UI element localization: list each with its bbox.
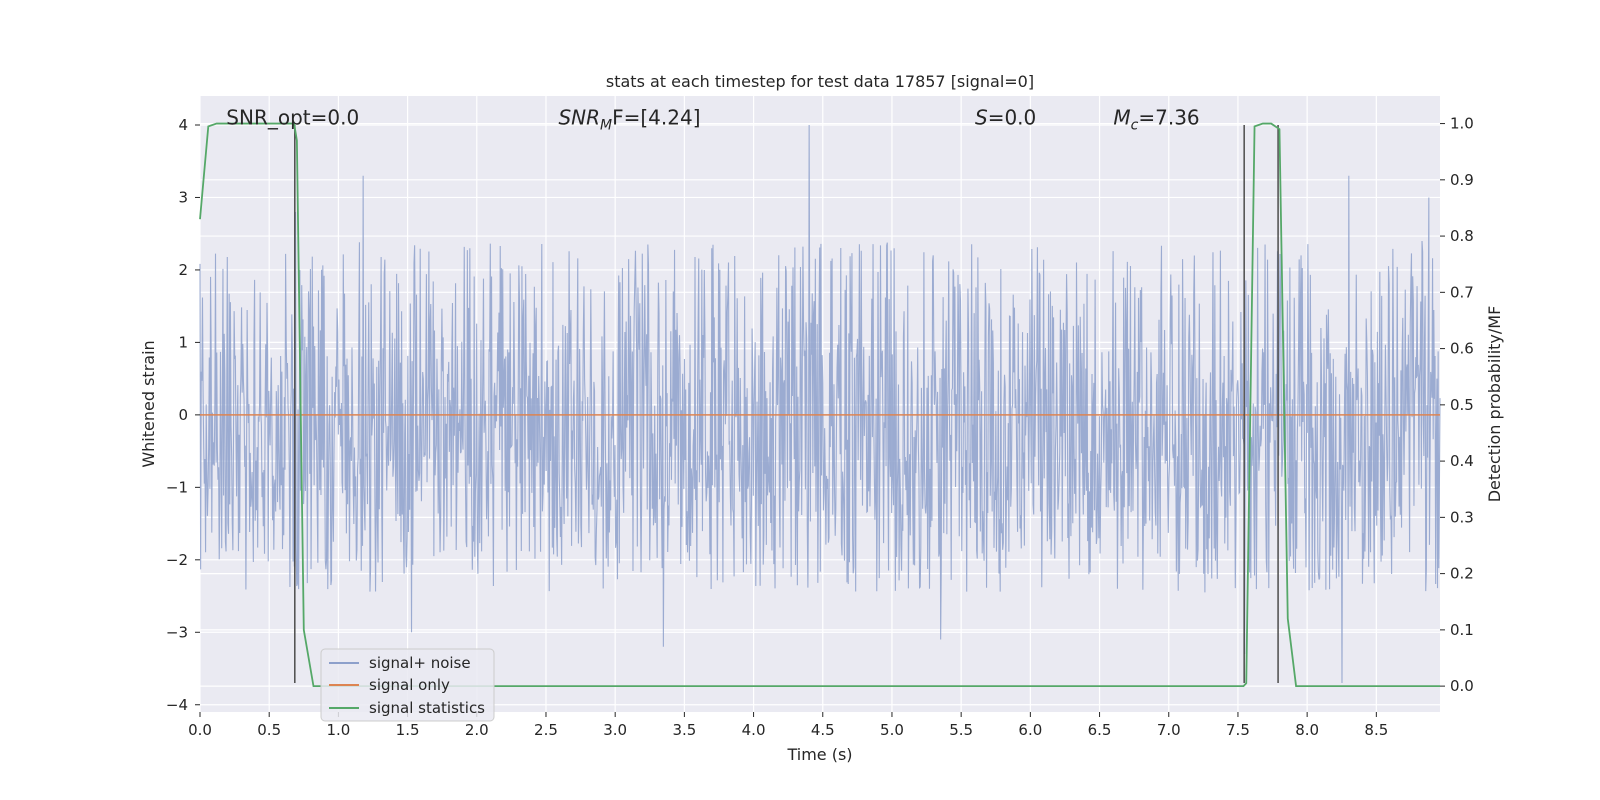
y-right-tick-label-2: 0.2 — [1450, 565, 1474, 583]
annotation-s: S=0.0 — [975, 106, 1036, 130]
y-tick-label-0: −4 — [166, 696, 188, 714]
y-tick-label-1: −3 — [166, 623, 188, 641]
y-axis-label: Whitened strain — [139, 340, 158, 467]
y-right-tick-label-10: 1.0 — [1450, 115, 1474, 133]
signal-statistics-line — [199, 122, 1440, 688]
y-tick-label-3: −1 — [166, 478, 188, 496]
y-right-axis-label: Detection probability/MF — [1485, 306, 1504, 503]
x-tick-label-2: 1.0 — [326, 721, 350, 739]
series-signal-statistics — [199, 122, 1440, 688]
x-tick-label-1: 0.5 — [257, 721, 281, 739]
x-tick-label-8: 4.0 — [742, 721, 766, 739]
legend-box — [320, 648, 495, 722]
x-tick-label-5: 2.5 — [534, 721, 558, 739]
y-tick-label-6: 2 — [178, 261, 188, 279]
y-tick-label-8: 4 — [178, 116, 188, 134]
x-tick-label-17: 8.5 — [1364, 721, 1388, 739]
y-right-tick-label-8: 0.8 — [1450, 227, 1474, 245]
annotations: SNR_opt=0.0 SNRMF=[4.24] S=0.0 Mc=7.36 — [226, 106, 1199, 134]
legend-label-signal-noise: signal+ noise — [369, 654, 471, 672]
y-tick-label-7: 3 — [178, 188, 188, 206]
legend-label-signal-only: signal only — [369, 676, 450, 694]
y-right-tick-label-7: 0.7 — [1450, 283, 1474, 301]
x-tick-label-10: 5.0 — [880, 721, 904, 739]
x-tick-label-9: 4.5 — [811, 721, 835, 739]
x-tick-label-13: 6.5 — [1088, 721, 1112, 739]
x-tick-label-7: 3.5 — [672, 721, 696, 739]
y-axis-ticks: −4 −3 −2 −1 0 1 2 3 4 — [166, 116, 200, 714]
y-tick-label-2: −2 — [166, 551, 188, 569]
x-tick-label-4: 2.0 — [465, 721, 489, 739]
x-axis-label: Time (s) — [786, 745, 852, 764]
y-right-tick-label-6: 0.6 — [1450, 340, 1474, 358]
x-tick-label-12: 6.0 — [1018, 721, 1042, 739]
annotation-mc: Mc=7.36 — [1113, 106, 1199, 134]
x-tick-label-11: 5.5 — [949, 721, 973, 739]
x-tick-label-0: 0.0 — [188, 721, 212, 739]
x-tick-label-16: 8.0 — [1295, 721, 1319, 739]
legend-label-signal-statistics: signal statistics — [369, 699, 485, 717]
y-right-tick-label-0: 0.0 — [1450, 677, 1474, 695]
x-axis-ticks: 0.0 0.5 1.0 1.5 2.0 2.5 3.0 3.5 4.0 4.5 5.0 5.5 6.0 6… — [188, 712, 1388, 739]
chart-title: stats at each timestep for test data 178… — [606, 72, 1034, 91]
y-right-tick-label-3: 0.3 — [1450, 508, 1474, 526]
y-right-tick-label-1: 0.1 — [1450, 621, 1474, 639]
x-tick-label-6: 3.0 — [603, 721, 627, 739]
annotation-snr-mf: SNRMF=[4.24] — [558, 106, 700, 134]
annotation-snr-opt: SNR_opt=0.0 — [226, 106, 359, 130]
y-right-tick-label-5: 0.5 — [1450, 396, 1474, 414]
signal-noise-line — [199, 124, 1441, 684]
y-tick-label-5: 1 — [178, 333, 188, 351]
vertical-markers — [294, 124, 1279, 684]
x-tick-label-15: 7.5 — [1226, 721, 1250, 739]
y-right-tick-label-9: 0.9 — [1450, 171, 1474, 189]
x-tick-label-3: 1.5 — [396, 721, 420, 739]
x-tick-label-14: 7.0 — [1157, 721, 1181, 739]
y-right-tick-label-4: 0.4 — [1450, 452, 1474, 470]
y-tick-label-4: 0 — [178, 406, 188, 424]
y-right-axis-ticks: 0.0 0.1 0.2 0.3 0.4 0.5 0.6 0.7 0.8 0.9 1.0 — [1440, 115, 1474, 695]
legend: signal+ noise signal only signal statist… — [320, 648, 495, 722]
series-signal-noise — [199, 124, 1441, 684]
